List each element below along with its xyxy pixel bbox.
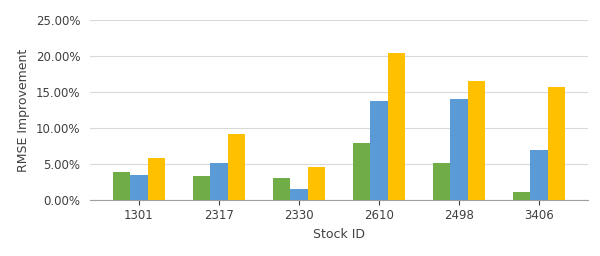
- Bar: [370, 101, 388, 200]
- Bar: [113, 173, 130, 200]
- Bar: [353, 143, 370, 200]
- Bar: [308, 167, 325, 200]
- Bar: [130, 175, 148, 200]
- Bar: [228, 134, 245, 200]
- Bar: [148, 158, 166, 200]
- X-axis label: Stock ID: Stock ID: [313, 228, 365, 241]
- Bar: [272, 178, 290, 200]
- Bar: [530, 150, 548, 200]
- Bar: [388, 53, 406, 200]
- Bar: [450, 99, 468, 200]
- Bar: [512, 192, 530, 200]
- Bar: [210, 163, 228, 200]
- Bar: [290, 189, 308, 200]
- Bar: [433, 163, 450, 200]
- Bar: [193, 176, 210, 200]
- Bar: [548, 87, 565, 200]
- Bar: [468, 81, 485, 200]
- Y-axis label: RMSE Improvement: RMSE Improvement: [17, 48, 30, 172]
